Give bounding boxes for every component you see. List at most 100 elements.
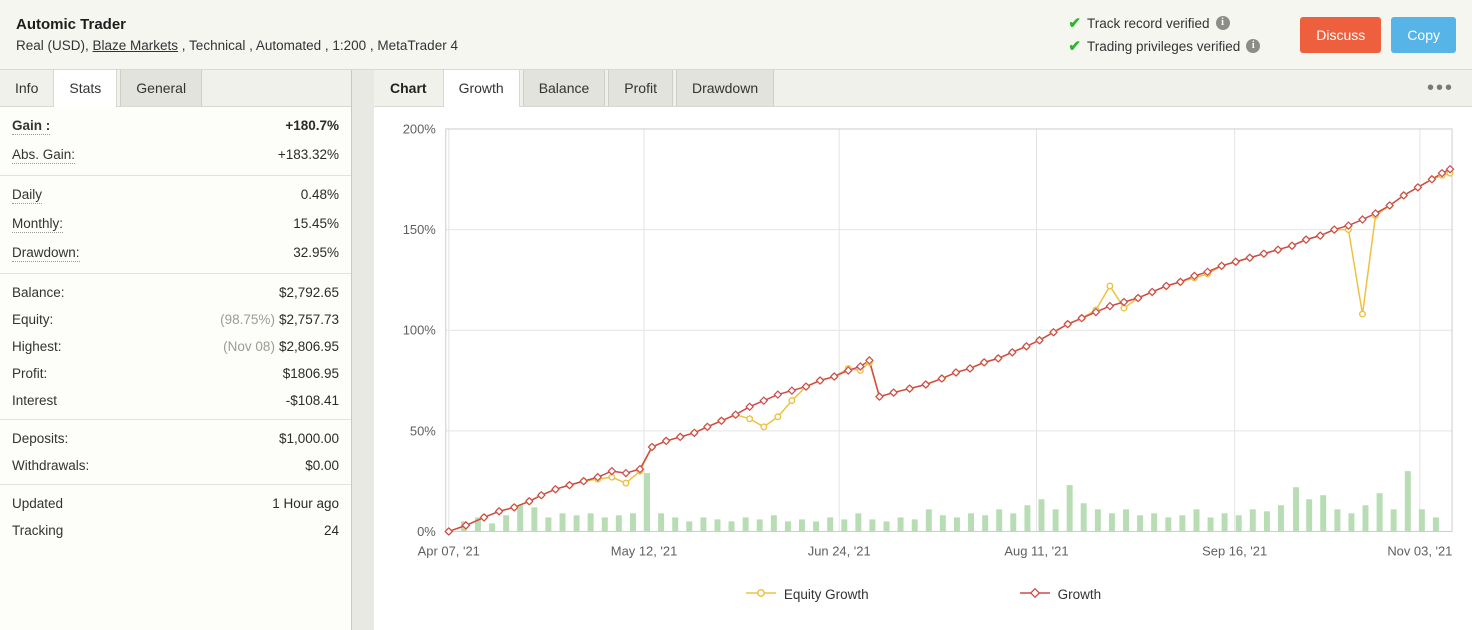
sidebar-tabbar: Info Stats General <box>0 70 351 107</box>
tab-info[interactable]: Info <box>15 80 39 96</box>
highest-label: Highest: <box>12 339 62 354</box>
svg-text:May 12, '21: May 12, '21 <box>611 543 677 558</box>
tab-growth[interactable]: Growth <box>442 70 520 107</box>
stat-row-drawdown: Drawdown: 32.95% <box>0 239 351 268</box>
svg-text:150%: 150% <box>403 222 437 237</box>
svg-text:200%: 200% <box>403 121 437 136</box>
chart-section-label: Chart <box>390 80 427 96</box>
equity-percent: (98.75%) <box>220 312 275 327</box>
equity-growth-marker-icon <box>745 587 777 602</box>
balance-label: Balance: <box>12 285 65 300</box>
withdrawals-label: Withdrawals: <box>12 458 90 473</box>
tab-general[interactable]: General <box>120 70 203 106</box>
gain-label: Gain : <box>12 118 51 135</box>
growth-chart-svg: 0% 50% 100% 150% 200% Apr 07, '21 May 12, '21 J… <box>403 121 1455 558</box>
stat-row-equity: Equity: (98.75%) $2,757.73 <box>0 306 351 333</box>
info-icon[interactable]: i <box>1215 16 1230 30</box>
stat-row-balance: Balance: $2,792.65 <box>0 279 351 306</box>
svg-text:50%: 50% <box>410 423 436 438</box>
svg-text:Apr 07, '21: Apr 07, '21 <box>418 543 480 558</box>
monthly-value: 15.45% <box>293 216 339 231</box>
discuss-button[interactable]: Discuss <box>1300 16 1382 53</box>
gain-value: +180.7% <box>285 118 339 133</box>
check-icon: ✔ <box>1068 15 1081 32</box>
chart-tabbar: Chart Growth Balance Profit Drawdown ••• <box>374 70 1472 107</box>
monthly-label: Monthly: <box>12 216 64 233</box>
copy-button[interactable]: Copy <box>1391 16 1456 53</box>
abs-gain-label: Abs. Gain: <box>12 147 76 164</box>
stat-row-profit: Profit: $1806.95 <box>0 360 351 387</box>
account-subtitle: Real (USD), Blaze Markets , Technical , … <box>16 38 458 53</box>
profit-label: Profit: <box>12 366 48 381</box>
drawdown-label: Drawdown: <box>12 245 80 262</box>
deposits-label: Deposits: <box>12 431 69 446</box>
balance-value: $2,792.65 <box>278 285 339 300</box>
tab-balance[interactable]: Balance <box>522 70 606 106</box>
stat-row-updated: Updated 1 Hour ago <box>0 490 351 517</box>
legend-item-growth: Growth <box>1019 587 1102 603</box>
gain-group: Gain : +180.7% Abs. Gain: +183.32% <box>0 107 351 176</box>
stat-row-abs-gain: Abs. Gain: +183.32% <box>0 141 351 170</box>
stat-row-daily: Daily 0.48% <box>0 181 351 210</box>
equity-label: Equity: <box>12 312 54 327</box>
interest-label: Interest <box>12 393 58 408</box>
check-icon: ✔ <box>1068 38 1081 55</box>
account-header: Automic Trader Real (USD), Blaze Markets… <box>0 0 1472 70</box>
updated-label: Updated <box>12 496 64 511</box>
chart-options-menu-icon[interactable]: ••• <box>1426 77 1454 99</box>
svg-text:100%: 100% <box>403 323 437 338</box>
svg-text:Jun 24, '21: Jun 24, '21 <box>808 543 871 558</box>
growth-marker-icon <box>1019 587 1051 602</box>
stat-row-interest: Interest -$108.41 <box>0 387 351 414</box>
tab-drawdown[interactable]: Drawdown <box>675 70 775 106</box>
daily-value: 0.48% <box>300 187 339 202</box>
growth-chart: 0% 50% 100% 150% 200% Apr 07, '21 May 12, '21 J… <box>374 107 1472 579</box>
svg-text:Aug 11, '21: Aug 11, '21 <box>1004 543 1068 558</box>
profit-value: $1806.95 <box>282 366 339 381</box>
trading-privileges-verified: ✔ Trading privileges verified i <box>1068 37 1261 55</box>
interest-value: -$108.41 <box>285 393 339 408</box>
svg-text:Sep 16, '21: Sep 16, '21 <box>1202 543 1267 558</box>
track-record-verified-label: Track record verified <box>1086 15 1210 31</box>
tracking-label: Tracking <box>12 523 64 538</box>
stat-row-deposits: Deposits: $1,000.00 <box>0 425 351 452</box>
account-attributes: , Technical , Automated , 1:200 , MetaTr… <box>178 38 458 53</box>
track-record-verified: ✔ Track record verified i <box>1068 14 1260 32</box>
abs-gain-value: +183.32% <box>277 147 339 162</box>
svg-text:0%: 0% <box>417 524 436 539</box>
deposits-group: Deposits: $1,000.00 Withdrawals: $0.00 <box>0 420 351 485</box>
drawdown-value: 32.95% <box>293 245 339 260</box>
tab-profit[interactable]: Profit <box>608 70 673 106</box>
chart-panel: Chart Growth Balance Profit Drawdown •••… <box>374 70 1472 630</box>
stat-row-monthly: Monthly: 15.45% <box>0 210 351 239</box>
highest-date: (Nov 08) <box>223 339 275 354</box>
balance-group: Balance: $2,792.65 Equity: (98.75%) $2,75… <box>0 274 351 420</box>
stat-row-highest: Highest: (Nov 08) $2,806.95 <box>0 333 351 360</box>
stats-sidebar: Info Stats General Gain : +180.7% Abs. G… <box>0 70 352 630</box>
deposits-value: $1,000.00 <box>278 431 339 446</box>
rates-group: Daily 0.48% Monthly: 15.45% Drawdown: 32… <box>0 176 351 274</box>
chart-legend: Equity Growth Growth <box>374 579 1472 616</box>
stat-row-tracking: Tracking 24 <box>0 517 351 544</box>
tab-stats[interactable]: Stats <box>53 70 118 107</box>
legend-equity-growth-label: Equity Growth <box>783 587 869 603</box>
verification-block: ✔ Track record verified i ✔ Trading priv… <box>1068 14 1261 55</box>
info-icon[interactable]: i <box>1246 39 1261 53</box>
stat-row-gain: Gain : +180.7% <box>0 112 351 141</box>
equity-value: (98.75%) $2,757.73 <box>220 312 339 327</box>
svg-text:Nov 03, '21: Nov 03, '21 <box>1387 543 1452 558</box>
updated-value: 1 Hour ago <box>272 496 339 511</box>
legend-growth-label: Growth <box>1057 587 1102 603</box>
tracking-value: 24 <box>323 523 339 538</box>
account-type: Real (USD), <box>16 38 93 53</box>
highest-value: (Nov 08) $2,806.95 <box>223 339 339 354</box>
meta-group: Updated 1 Hour ago Tracking 24 <box>0 485 351 549</box>
stat-row-withdrawals: Withdrawals: $0.00 <box>0 452 351 479</box>
legend-item-equity-growth: Equity Growth <box>745 587 869 602</box>
broker-link[interactable]: Blaze Markets <box>92 38 179 53</box>
trading-privileges-verified-label: Trading privileges verified <box>1086 38 1241 54</box>
page-title: Automic Trader <box>16 16 127 33</box>
withdrawals-value: $0.00 <box>305 458 339 473</box>
panel-gutter <box>352 70 374 630</box>
daily-label: Daily <box>12 187 43 204</box>
